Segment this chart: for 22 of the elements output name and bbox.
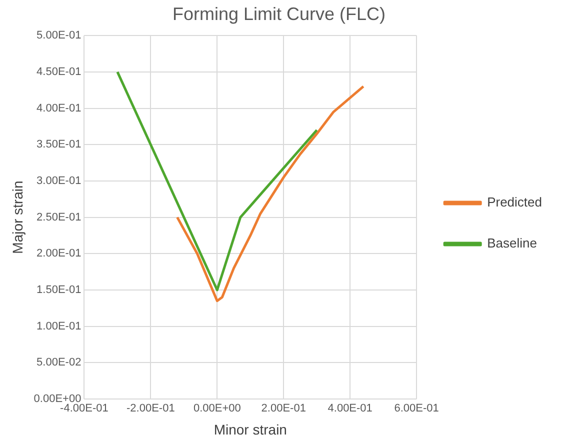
legend-label: Baseline	[487, 236, 537, 251]
y-tick-label: 5.00E-02	[36, 356, 82, 369]
x-tick-label: 4.00E-01	[328, 402, 372, 415]
x-tick-label: -2.00E-01	[126, 402, 175, 415]
y-tick-label: 3.00E-01	[36, 174, 82, 187]
y-tick-label: 0.00E+00	[34, 393, 82, 406]
y-tick-label: 5.00E-01	[36, 30, 82, 42]
y-axis-title: Major strain	[9, 180, 26, 254]
y-tick-label: 1.00E-01	[36, 320, 82, 332]
y-tick-label: 4.50E-01	[36, 66, 82, 78]
y-tick-label: 2.50E-01	[36, 211, 82, 224]
y-tick-label: 3.50E-01	[36, 138, 82, 151]
x-tick-label: 6.00E-01	[394, 402, 439, 415]
x-tick-label: -4.00E-01	[60, 402, 108, 415]
chart-title: Forming Limit Curve (FLC)	[172, 4, 386, 24]
y-tick-label: 4.00E-01	[36, 102, 82, 114]
y-tick-label: 1.50E-01	[36, 284, 82, 296]
x-tick-label: 0.00E+00	[193, 402, 241, 415]
x-tick-label: 2.00E-01	[261, 402, 306, 415]
x-axis-title: Minor strain	[214, 421, 287, 438]
y-tick-label: 2.00E-01	[36, 248, 82, 260]
legend-label: Predicted	[487, 194, 542, 210]
